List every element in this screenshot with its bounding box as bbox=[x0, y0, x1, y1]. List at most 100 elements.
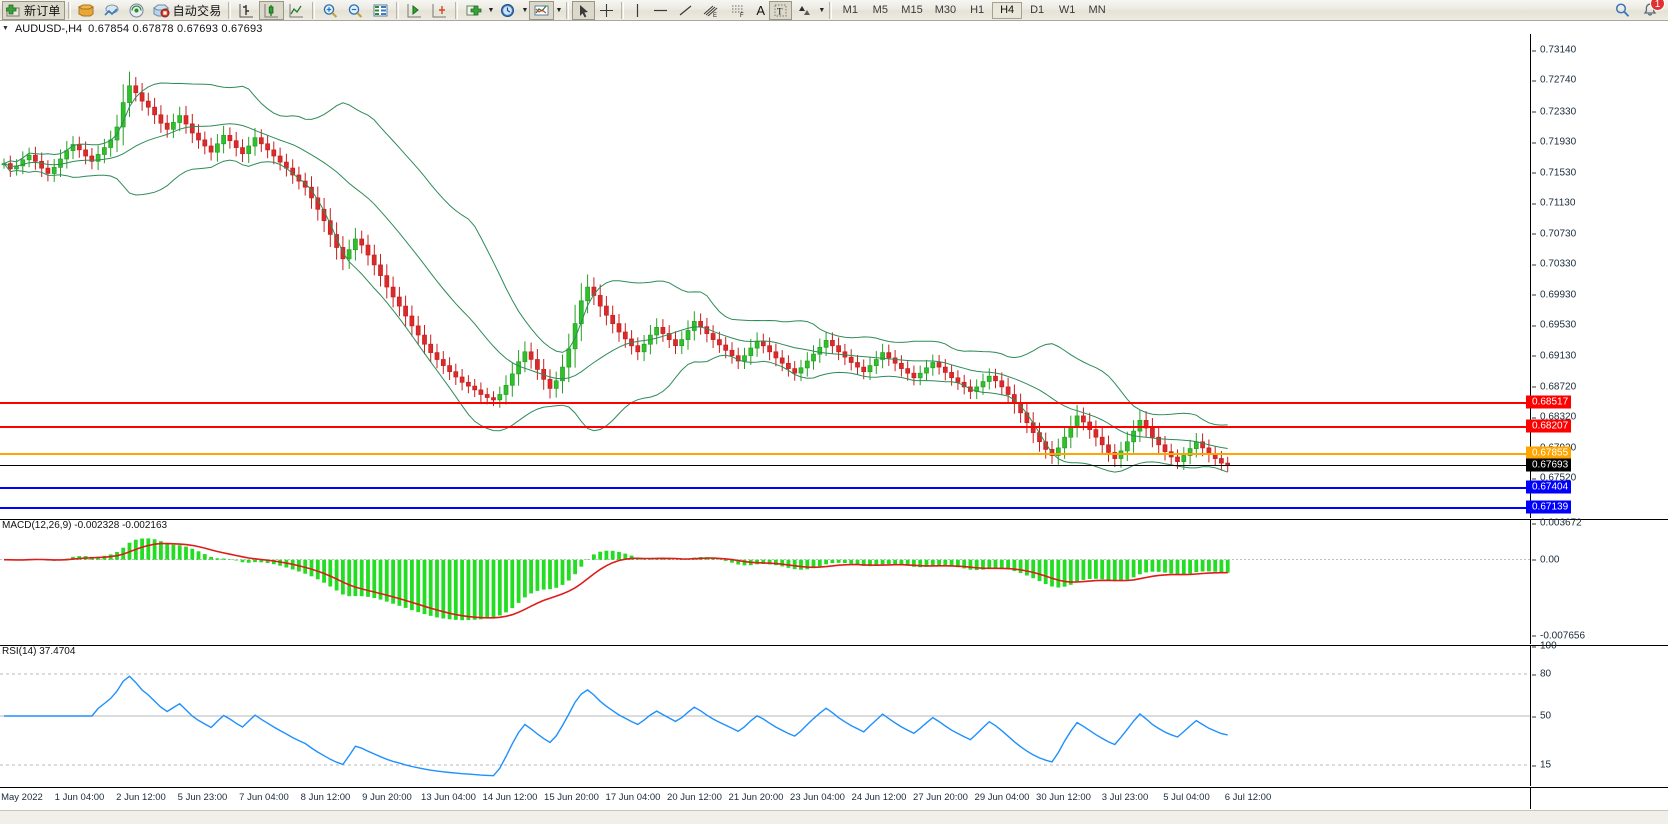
templates-button[interactable] bbox=[529, 0, 555, 20]
toolbar-right-group: 1 bbox=[1612, 0, 1666, 19]
line-chart-button[interactable] bbox=[284, 1, 309, 20]
text-label-icon: T bbox=[773, 3, 788, 18]
zoom-in-icon bbox=[322, 3, 339, 18]
price-tick: 0.71930 bbox=[1531, 137, 1576, 148]
search-icon[interactable] bbox=[1612, 1, 1632, 19]
timeframe-h1[interactable]: H1 bbox=[970, 4, 985, 16]
macd-axis: 0.003672 0.00 -0.007656 bbox=[1530, 518, 1668, 644]
price-level-line[interactable] bbox=[0, 506, 1530, 513]
templates-dropdown[interactable]: ▼ bbox=[555, 6, 563, 14]
cloud-chart-icon bbox=[103, 3, 120, 18]
price-tick: 0.69930 bbox=[1531, 289, 1576, 300]
price-tick: 0.73140 bbox=[1531, 45, 1576, 56]
time-tick: 14 Jun 12:00 bbox=[482, 792, 538, 803]
rsi-canvas bbox=[0, 673, 1530, 777]
line-chart-icon bbox=[288, 3, 305, 18]
price-level-tag[interactable]: 0.68207 bbox=[1526, 419, 1572, 433]
time-tick: 6 Jul 12:00 bbox=[1224, 792, 1272, 803]
time-tick: 1 Jun 04:00 bbox=[54, 792, 105, 803]
navigator-button[interactable] bbox=[124, 1, 149, 20]
timeframe-m15[interactable]: M15 bbox=[901, 4, 923, 16]
macd-tick: 0.00 bbox=[1531, 554, 1559, 565]
time-tick: 5 Jun 23:00 bbox=[177, 792, 228, 803]
main-toolbar: 新订单 bbox=[0, 0, 1668, 21]
macd-pane[interactable]: MACD(12,26,9) -0.002328 -0.002163 bbox=[0, 519, 1530, 644]
time-tick: 7 Jun 04:00 bbox=[239, 792, 289, 803]
signal-icon bbox=[128, 3, 145, 18]
timeframe-mn[interactable]: MN bbox=[1088, 4, 1106, 16]
auto-scroll-icon bbox=[406, 3, 423, 18]
price-level-tag[interactable]: 0.67404 bbox=[1526, 480, 1572, 494]
fibonacci-icon: F bbox=[729, 3, 748, 18]
timeframe-m30[interactable]: M30 bbox=[934, 4, 957, 16]
time-tick: 27 Jun 20:00 bbox=[913, 792, 968, 803]
zoom-out-icon bbox=[347, 3, 364, 18]
price-level-line[interactable] bbox=[0, 451, 1530, 458]
candlestick-chart-button[interactable] bbox=[259, 0, 285, 20]
svg-text:E: E bbox=[713, 13, 717, 18]
vertical-line-button[interactable] bbox=[627, 1, 648, 20]
auto-scroll-button[interactable] bbox=[402, 1, 427, 20]
grid-button[interactable] bbox=[368, 1, 393, 20]
time-axis[interactable]: 0 May 2022 1 Jun 04:00 2 Jun 12:00 5 Jun 23… bbox=[0, 787, 1530, 809]
toolbar-separator-2 bbox=[228, 1, 232, 19]
chart-collapse-icon[interactable]: ▼ bbox=[2, 25, 9, 32]
toolbar-separator-4 bbox=[396, 1, 400, 19]
price-level-line[interactable] bbox=[0, 486, 1530, 493]
price-chart-pane[interactable] bbox=[0, 34, 1530, 518]
price-tick: 0.68720 bbox=[1531, 381, 1576, 392]
crosshair-tool-button[interactable] bbox=[595, 1, 618, 20]
bar-chart-button[interactable] bbox=[234, 1, 259, 20]
timeframe-m5[interactable]: M5 bbox=[872, 4, 888, 16]
price-tick: 0.68320 bbox=[1531, 412, 1576, 423]
rsi-pane[interactable]: RSI(14) 37.4704 bbox=[0, 645, 1530, 786]
chart-ohlc-values: 0.67854 0.67878 0.67693 0.67693 bbox=[88, 22, 263, 35]
text-label-button[interactable]: T bbox=[769, 0, 793, 20]
add-indicator-button[interactable] bbox=[461, 1, 486, 20]
timeframe-w1[interactable]: W1 bbox=[1058, 4, 1076, 16]
period-button[interactable] bbox=[495, 1, 520, 20]
equidistant-channel-button[interactable]: E bbox=[698, 1, 725, 20]
chart-header: ▼ AUDUSD-,H4 0.67854 0.67878 0.67693 0.6… bbox=[0, 22, 1530, 35]
time-tick: 13 Jun 04:00 bbox=[421, 792, 476, 803]
price-chart-canvas bbox=[1, 71, 1231, 473]
auto-trading-button[interactable]: 自动交易 bbox=[149, 1, 226, 20]
price-tick: 0.72740 bbox=[1531, 75, 1576, 86]
add-indicator-icon bbox=[465, 3, 482, 18]
trendline-icon bbox=[677, 3, 694, 18]
cursor-tool-button[interactable] bbox=[572, 0, 596, 20]
fibonacci-button[interactable]: F bbox=[725, 1, 752, 20]
macd-canvas bbox=[0, 538, 1530, 621]
arrows-dropdown[interactable]: ▼ bbox=[818, 6, 826, 14]
period-dropdown[interactable]: ▼ bbox=[521, 6, 529, 14]
price-level-tag[interactable]: 0.67139 bbox=[1526, 500, 1572, 514]
new-order-button[interactable]: 新订单 bbox=[2, 0, 65, 20]
time-tick: 3 Jul 23:00 bbox=[1101, 792, 1149, 803]
horizontal-line-icon bbox=[652, 3, 669, 18]
market-watch-button[interactable] bbox=[74, 1, 99, 20]
price-level-line[interactable] bbox=[0, 402, 1530, 405]
add-indicator-dropdown[interactable]: ▼ bbox=[487, 6, 495, 14]
zoom-in-button[interactable] bbox=[318, 1, 343, 20]
timeframe-h4[interactable]: H4 bbox=[992, 1, 1023, 19]
text-tool-button[interactable]: A bbox=[752, 1, 769, 20]
price-axis[interactable]: 0.73140 0.72740 0.72330 0.71930 0.71530 0.711… bbox=[1526, 34, 1668, 518]
trendline-button[interactable] bbox=[673, 1, 698, 20]
data-window-button[interactable] bbox=[99, 1, 124, 20]
price-tick: 0.69530 bbox=[1531, 320, 1576, 331]
price-level-tag[interactable]: 0.68517 bbox=[1526, 395, 1572, 409]
arrows-button[interactable] bbox=[792, 1, 817, 20]
horizontal-line-button[interactable] bbox=[648, 1, 673, 20]
price-level-tag[interactable]: 0.67855 bbox=[1526, 446, 1572, 460]
macd-tick: -0.007656 bbox=[1531, 630, 1585, 641]
zoom-out-button[interactable] bbox=[343, 1, 368, 20]
notifications-icon[interactable]: 1 bbox=[1640, 0, 1665, 19]
horizontal-scrollbar[interactable] bbox=[0, 810, 1668, 824]
current-price-tag[interactable]: 0.67693 bbox=[1526, 458, 1572, 472]
timeframe-d1[interactable]: D1 bbox=[1030, 4, 1045, 16]
price-level-line[interactable] bbox=[0, 425, 1530, 431]
rsi-tick: 100 bbox=[1531, 641, 1557, 652]
timeframe-m1[interactable]: M1 bbox=[842, 4, 858, 16]
chart-shift-button[interactable] bbox=[427, 1, 452, 20]
axis-corner bbox=[1530, 787, 1668, 809]
